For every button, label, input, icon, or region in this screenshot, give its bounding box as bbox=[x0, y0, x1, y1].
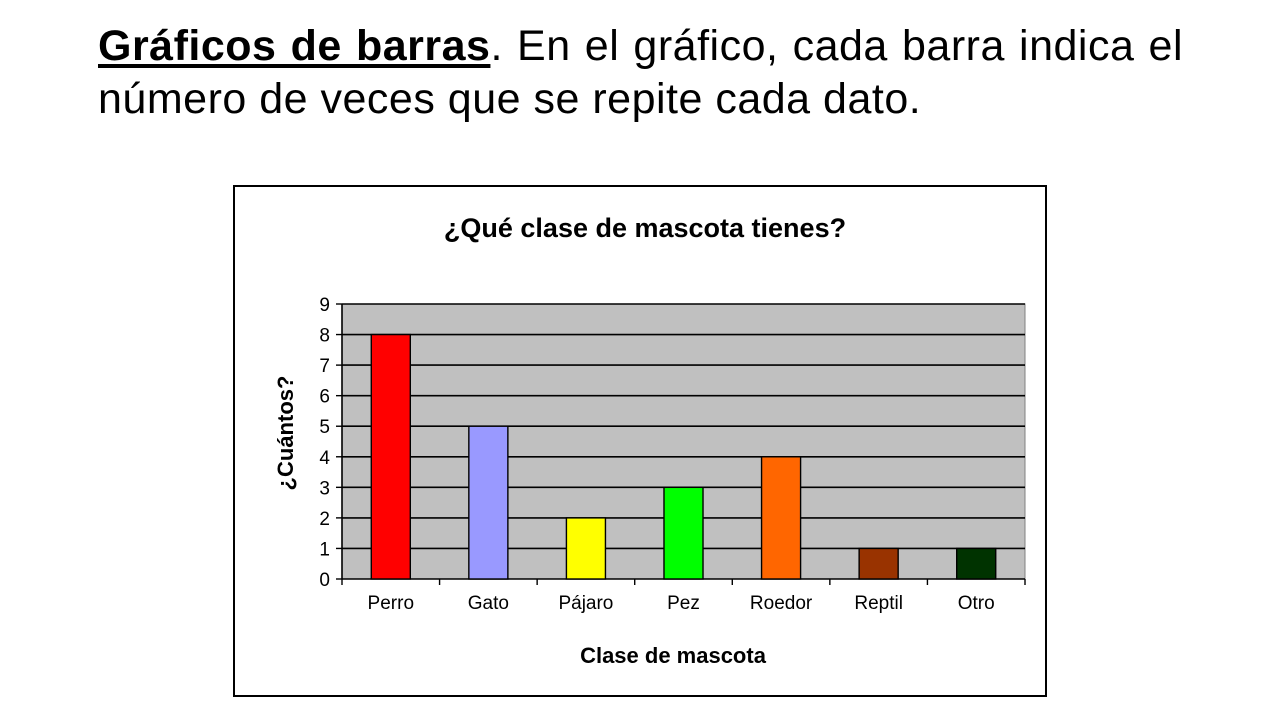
bar-chart: ¿Qué clase de mascota tienes? 0 1 2 3 4 5 6 7 8 9… bbox=[273, 213, 1026, 668]
bar-otro bbox=[956, 547, 997, 580]
y-tick-label: 9 bbox=[319, 295, 330, 316]
x-tick-label: Pez bbox=[667, 593, 700, 614]
x-tick-label: Otro bbox=[958, 593, 995, 614]
bar-reptil bbox=[858, 547, 899, 580]
bar-pez bbox=[663, 486, 704, 580]
bar-pájaro bbox=[565, 517, 607, 580]
y-tick-label: 8 bbox=[319, 326, 330, 347]
bar-perro bbox=[370, 333, 411, 580]
y-tick-label: 7 bbox=[319, 356, 330, 377]
x-tick-label: Reptil bbox=[854, 593, 903, 614]
y-tick-label: 4 bbox=[319, 448, 330, 469]
x-tick-label: Gato bbox=[468, 593, 509, 614]
y-tick-label: 6 bbox=[319, 387, 330, 408]
y-tick-label: 1 bbox=[319, 539, 330, 560]
plot-area: 0 1 2 3 4 5 6 7 8 9 Perro Gato Pájaro Pez Roedor Reptil… bbox=[319, 295, 1026, 614]
x-tick-label: Roedor bbox=[750, 593, 813, 614]
bar-roedor bbox=[760, 456, 802, 580]
intro-text: Gráficos de barras. En el gráfico, cada … bbox=[98, 20, 1183, 126]
chart-frame: ¿Qué clase de mascota tienes? 0 1 2 3 4 5 6 7 8 9… bbox=[233, 185, 1047, 697]
x-tick-label: Pájaro bbox=[558, 593, 613, 614]
y-tick-label: 5 bbox=[319, 417, 330, 438]
y-tick-label: 0 bbox=[319, 570, 330, 591]
y-tick-label: 3 bbox=[319, 478, 330, 499]
intro-lead: Gráficos de barras bbox=[98, 22, 491, 70]
y-tick-label: 2 bbox=[319, 509, 330, 530]
intro-rest: . En el gráfico, cada barra indica el nú… bbox=[98, 22, 1183, 123]
bar-gato bbox=[468, 425, 509, 580]
x-tick-label: Perro bbox=[368, 593, 414, 614]
y-axis-label: ¿Cuántos? bbox=[273, 376, 298, 491]
x-axis-label: Clase de mascota bbox=[580, 643, 767, 668]
chart-title: ¿Qué clase de mascota tienes? bbox=[444, 213, 846, 243]
